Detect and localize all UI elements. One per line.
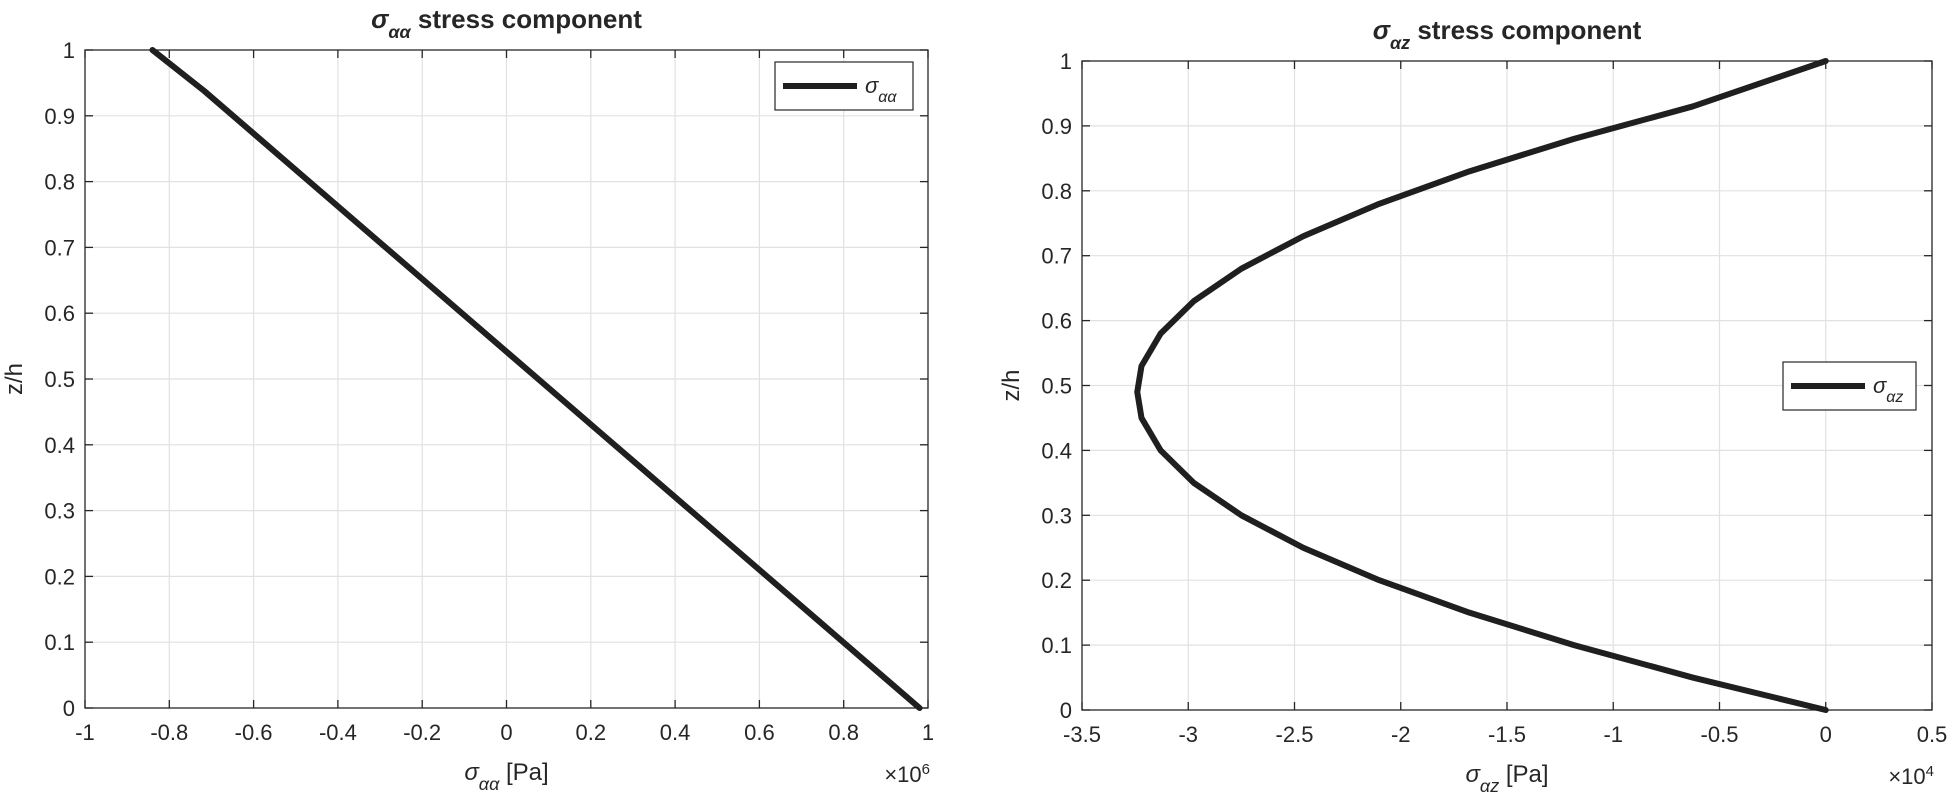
x-tick-label: -0.8 [150,720,188,745]
legend: σαz [1782,361,1917,411]
x-tick-label: -0.6 [235,720,273,745]
x-tick-label: 0 [500,720,512,745]
y-tick-label: 0.6 [1041,309,1072,334]
x-tick-label: 0.8 [828,720,859,745]
y-tick-label: 0.4 [1041,438,1072,463]
x-tick-label: 1 [922,720,934,745]
y-tick-label: 1 [1060,49,1072,74]
y-tick-label: 0.1 [1041,633,1072,658]
y-tick-label: 0.5 [44,367,75,392]
y-tick-label: 0.8 [1041,179,1072,204]
y-tick-label: 0.9 [44,104,75,129]
x-tick-label: -2.5 [1276,722,1314,747]
chart-title: σαz stress component [1373,15,1642,53]
y-tick-label: 0 [63,696,75,721]
legend-label: σαα [865,73,897,106]
x-tick-label: -3 [1178,722,1198,747]
x-tick-label: 0.5 [1917,722,1948,747]
x-tick-label: 0.6 [744,720,775,745]
x-tick-label: -0.4 [319,720,357,745]
chart-panel-1: -1 -0.8 -0.6 -0.4 -0.2 0 0.2 0.4 0.6 0.8 1 0 0.1 0.2 0… [1,4,934,794]
x-axis-multiplier: ×104 [1888,763,1934,790]
y-tick-label: 0.5 [1041,374,1072,399]
x-tick-label: -0.2 [403,720,441,745]
y-tick-label: 0.9 [1041,114,1072,139]
chart-title: σαα stress component [371,4,642,42]
legend: σαα [774,61,914,111]
x-tick-label: -1.5 [1488,722,1526,747]
y-tick-label: 0.8 [44,170,75,195]
y-tick-label: 0.1 [44,630,75,655]
x-tick-label: -0.5 [1701,722,1739,747]
y-tick-label: 1 [63,38,75,63]
x-tick-label: 0.4 [660,720,691,745]
y-axis-label: z/h [1,363,28,395]
x-tick-label: -1 [75,720,95,745]
y-tick-label: 0.4 [44,433,75,458]
chart-panel-2: -3.5 -3 -2.5 -2 -1.5 -1 -0.5 0 0.5 0 0.1 0.2 0.3 0.4 0… [998,15,1947,796]
y-tick-label: 0.6 [44,301,75,326]
x-tick-label: 0 [1820,722,1832,747]
x-tick-label: -1 [1603,722,1623,747]
x-axis-multiplier: ×106 [884,761,930,788]
legend-label: σαz [1873,373,1903,406]
y-tick-label: 0.7 [1041,244,1072,269]
y-tick-label: 0.2 [1041,568,1072,593]
x-tick-label: -3.5 [1063,722,1101,747]
series-line-1 [149,47,923,711]
x-tick-label: -2 [1391,722,1411,747]
x-axis-label: σαα [Pa] [464,759,548,794]
series-line-1 [1134,58,1829,713]
y-axis-label: z/h [998,369,1025,401]
x-axis-label: σαz [Pa] [1465,761,1548,796]
y-tick-label: 0.3 [1041,503,1072,528]
y-tick-label: 0.2 [44,564,75,589]
x-tick-label: 0.2 [576,720,607,745]
y-tick-label: 0.3 [44,499,75,524]
y-tick-label: 0 [1060,698,1072,723]
y-tick-label: 0.7 [44,235,75,260]
